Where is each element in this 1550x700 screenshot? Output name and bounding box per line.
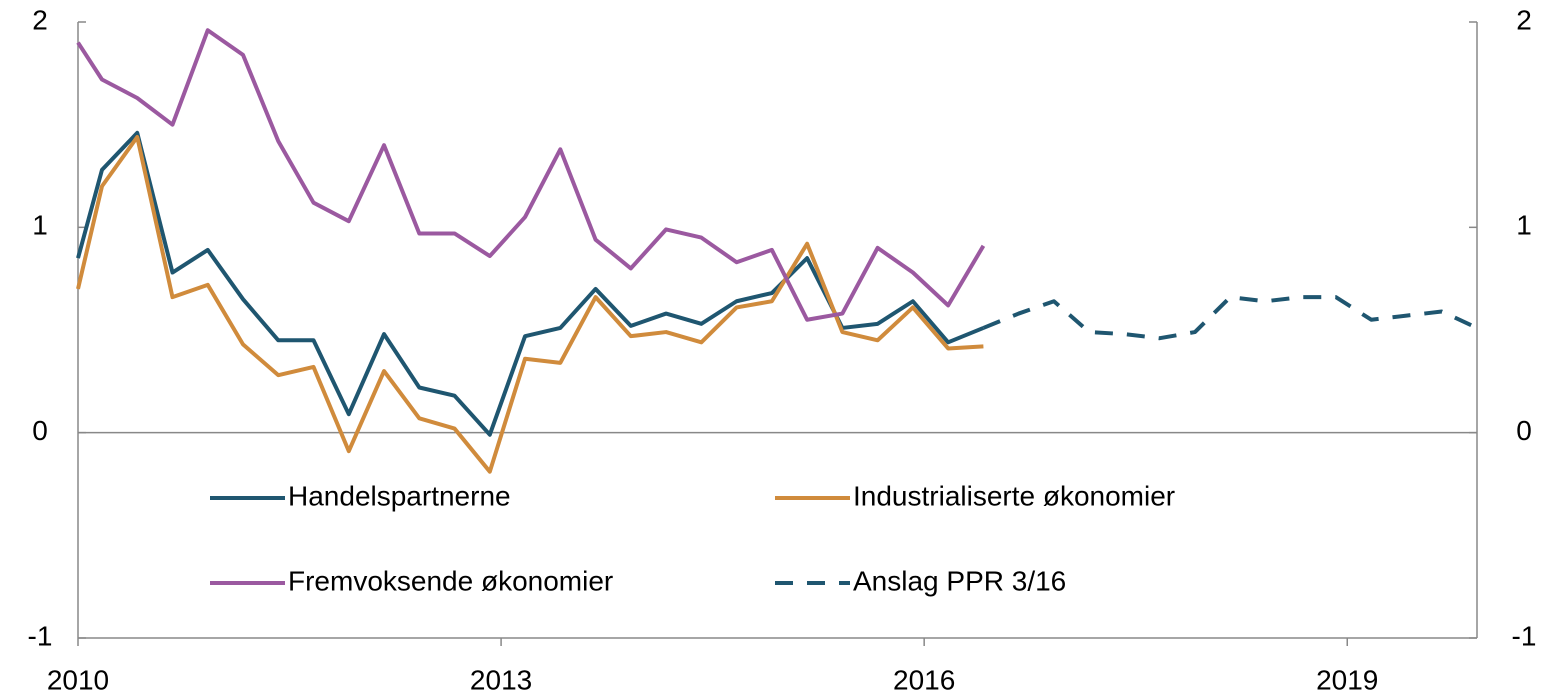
- y-tick-label: -1: [28, 620, 53, 651]
- legend-label: Industrialiserte økonomier: [853, 480, 1175, 511]
- legend-label: Handelspartnerne: [288, 480, 511, 511]
- y-tick-label: 2: [32, 4, 48, 35]
- y2-tick-label: 1: [1516, 210, 1532, 241]
- line-series: [76, 28, 986, 322]
- x-tick-label: 2019: [1316, 664, 1378, 695]
- y-tick-label: 0: [32, 415, 48, 446]
- line-series: [76, 134, 984, 474]
- y2-tick-label: 2: [1516, 4, 1532, 35]
- x-tick-label: 2013: [470, 664, 532, 695]
- y2-tick-label: 0: [1516, 415, 1532, 446]
- line-series: [76, 130, 985, 437]
- y-tick-label: 1: [32, 210, 48, 241]
- line-series: [982, 295, 1478, 341]
- y2-tick-label: -1: [1512, 620, 1537, 651]
- legend-label: Anslag PPR 3/16: [853, 565, 1066, 596]
- x-tick-label: 2016: [893, 664, 955, 695]
- x-tick-label: 2010: [47, 664, 109, 695]
- legend-label: Fremvoksende økonomier: [288, 565, 613, 596]
